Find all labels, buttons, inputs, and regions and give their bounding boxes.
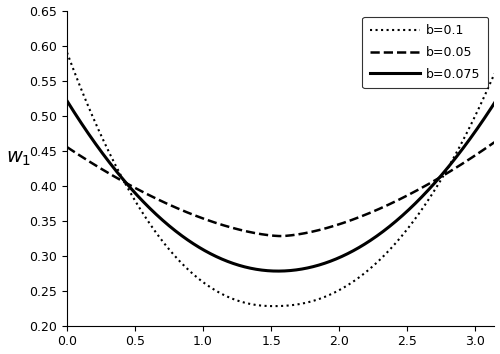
b=0.1 [258,303,264,308]
b=0.05 [64,145,70,149]
b=0.075 [276,269,281,273]
b=0.075 [174,230,180,234]
b=0.1 [316,297,322,301]
b=0.05 [278,234,283,238]
b=0.075 [64,99,70,103]
b=0.1 [386,248,392,252]
b=0.075 [350,249,356,253]
b=0.05 [492,140,498,144]
Line: b=0.075: b=0.075 [67,101,494,271]
b=0.075 [492,101,498,105]
Line: b=0.05: b=0.05 [67,142,494,236]
b=0.075 [140,199,145,203]
b=0.1 [140,211,145,215]
b=0.05 [316,228,322,232]
b=0.1 [174,256,180,261]
Line: b=0.1: b=0.1 [67,53,494,306]
b=0.1 [64,51,70,55]
Legend: b=0.1, b=0.05, b=0.075: b=0.1, b=0.05, b=0.075 [362,17,488,88]
b=0.1 [271,304,277,308]
b=0.075 [258,268,264,272]
b=0.075 [386,224,392,229]
Y-axis label: $\it{w}_1$: $\it{w}_1$ [6,149,31,168]
b=0.05 [386,202,392,206]
b=0.05 [258,232,264,236]
b=0.1 [350,279,356,284]
b=0.05 [174,206,180,210]
b=0.05 [140,190,145,194]
b=0.05 [350,217,356,222]
b=0.1 [492,72,498,76]
b=0.075 [316,263,322,267]
